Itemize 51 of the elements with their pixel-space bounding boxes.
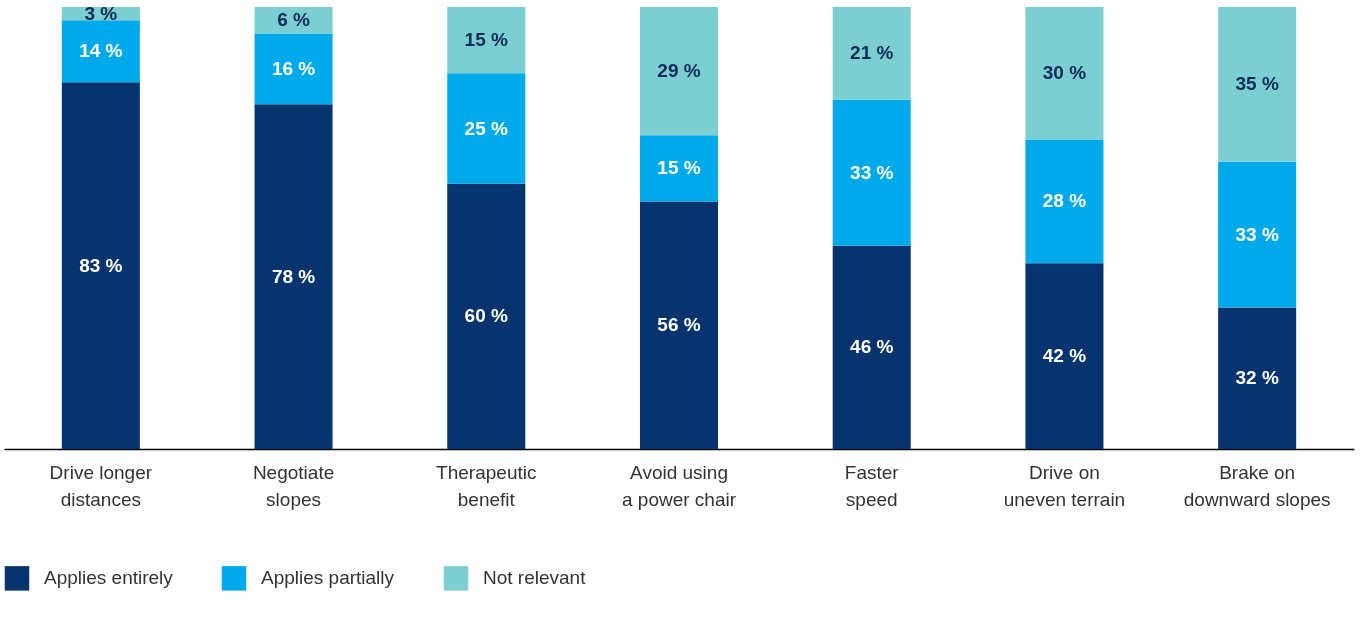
- x-tick-label: Drive on uneven terrain: [1003, 461, 1126, 510]
- data-label: 83 %: [79, 254, 123, 276]
- data-label: 33 %: [1235, 223, 1279, 245]
- x-tick-label: Negotiate slopes: [252, 461, 335, 510]
- legend-label: Applies partially: [261, 567, 395, 589]
- data-label: 14 %: [79, 40, 123, 62]
- bar: [447, 73, 526, 184]
- bar: [447, 7, 526, 74]
- bar: [1218, 161, 1297, 308]
- data-label: 30 %: [1042, 62, 1087, 84]
- x-tick-label: Therapeutic benefit: [436, 461, 537, 510]
- data-label: 42 %: [1042, 345, 1087, 367]
- x-tick-label: Avoid using a power chair: [621, 461, 737, 510]
- data-label: 46 %: [850, 336, 894, 358]
- data-label: 33 %: [850, 161, 894, 183]
- bar: [639, 7, 719, 136]
- x-tick-label: Brake on downward slopes: [1183, 461, 1331, 510]
- bar: [1025, 7, 1104, 140]
- bar: [61, 20, 140, 83]
- data-label: 35 %: [1235, 73, 1279, 95]
- data-label: 6 %: [277, 9, 311, 31]
- data-label: 60 %: [464, 305, 509, 327]
- data-label: 3 %: [84, 2, 118, 24]
- bar: [832, 245, 911, 449]
- x-tick-label: Faster speed: [844, 461, 900, 510]
- data-label: 29 %: [657, 60, 701, 82]
- bar: [61, 82, 140, 449]
- bar: [1025, 139, 1104, 264]
- bar: [1218, 307, 1297, 449]
- bar: [254, 33, 333, 105]
- legend-label: Not relevant: [483, 567, 587, 589]
- data-label: 28 %: [1042, 190, 1087, 212]
- bar: [639, 201, 719, 449]
- data-label: 32 %: [1235, 367, 1279, 389]
- bar: [1218, 7, 1297, 162]
- data-label: 78 %: [271, 265, 316, 287]
- legend-label: Applies entirely: [44, 567, 174, 589]
- data-label: 15 %: [464, 29, 509, 51]
- x-tick-label: Drive longer distances: [49, 461, 153, 510]
- data-label: 56 %: [657, 314, 701, 336]
- bar: [1025, 263, 1104, 449]
- bar: [639, 135, 719, 202]
- bar: [254, 7, 333, 34]
- bar: [832, 99, 911, 246]
- bar: [832, 7, 911, 100]
- data-label: 25 %: [464, 117, 509, 139]
- data-label: 15 %: [657, 157, 701, 179]
- data-label: 21 %: [850, 42, 894, 64]
- bar: [254, 104, 333, 449]
- bar: [447, 183, 526, 449]
- data-label: 16 %: [271, 57, 316, 79]
